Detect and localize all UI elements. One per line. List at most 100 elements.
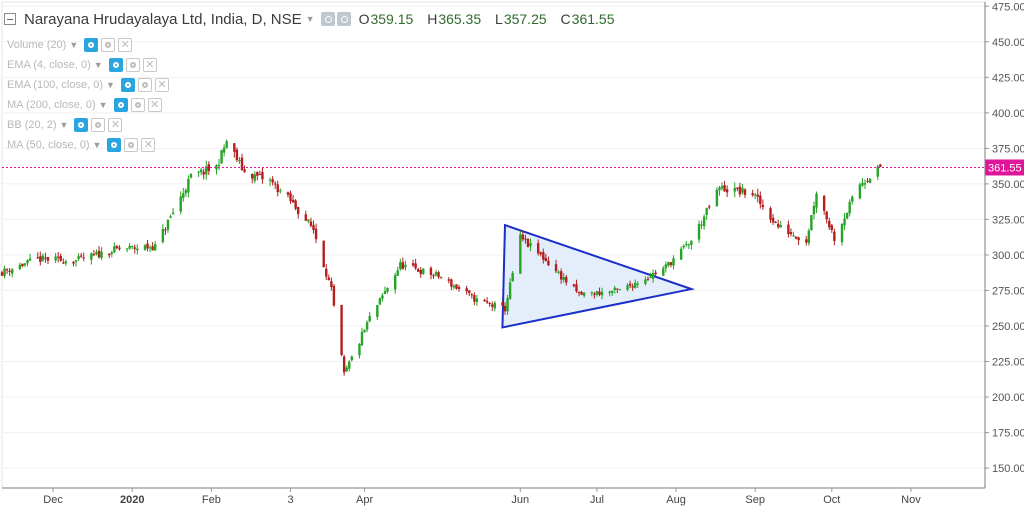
candle	[21, 263, 24, 268]
candle	[113, 242, 116, 254]
candle-body	[863, 183, 867, 185]
candle-body	[720, 186, 724, 189]
candle-body	[414, 263, 417, 269]
indicator-row[interactable]: Volume (20) ▼ ✕	[7, 35, 172, 55]
candle	[715, 187, 719, 207]
chevron-down-icon[interactable]: ▼	[93, 60, 103, 70]
candle-body	[276, 184, 279, 193]
candle	[825, 210, 828, 224]
eye-icon[interactable]	[120, 78, 135, 92]
candle	[386, 287, 389, 294]
candle	[634, 279, 637, 289]
candle	[115, 244, 119, 250]
chevron-down-icon[interactable]: ▼	[305, 14, 315, 24]
candle	[23, 263, 27, 268]
candle-body	[125, 248, 129, 250]
candle-body	[79, 255, 83, 257]
candle	[792, 231, 795, 237]
candle	[153, 240, 157, 251]
candle	[868, 178, 872, 184]
candle	[92, 249, 96, 257]
candle-body	[205, 166, 208, 175]
gear-icon[interactable]	[336, 12, 351, 26]
x-tick-label: 2020	[120, 494, 144, 506]
candle-body	[291, 199, 295, 203]
y-tick-label: 300.00	[992, 250, 1024, 262]
collapse-icon[interactable]	[4, 13, 16, 25]
candle-body	[488, 303, 491, 305]
indicator-row[interactable]: MA (200, close, 0) ▼ ✕	[7, 95, 172, 115]
close-icon[interactable]: ✕	[147, 98, 162, 112]
indicator-label: MA (50, close, 0)	[7, 139, 90, 151]
candle-body	[756, 194, 759, 197]
gear-icon[interactable]	[101, 38, 116, 52]
candle	[542, 248, 545, 264]
candle	[861, 177, 864, 187]
chevron-down-icon[interactable]: ▼	[106, 80, 115, 90]
candle	[672, 255, 675, 270]
candle-body	[483, 299, 486, 302]
candle	[848, 199, 851, 217]
candle	[304, 210, 308, 221]
candle	[840, 223, 844, 246]
candle-body	[28, 258, 32, 261]
candle-body	[825, 211, 828, 220]
indicator-row[interactable]: BB (20, 2) ▼ ✕	[7, 115, 172, 135]
candle-body	[861, 182, 864, 186]
candle	[733, 182, 736, 198]
candle-body	[289, 193, 292, 202]
candle-body	[787, 224, 790, 235]
candle	[828, 217, 831, 231]
candle-body	[705, 208, 708, 215]
candle-body	[348, 361, 351, 369]
candle	[202, 168, 205, 180]
candle	[511, 270, 514, 282]
candle-body	[562, 277, 565, 280]
gear-icon[interactable]	[125, 58, 140, 72]
indicator-row[interactable]: MA (50, close, 0) ▼ ✕	[7, 135, 172, 155]
eye-icon[interactable]	[107, 138, 122, 152]
gear-icon[interactable]	[130, 98, 145, 112]
candle-body	[544, 258, 548, 261]
candle	[667, 261, 670, 268]
chevron-down-icon[interactable]: ▼	[98, 100, 108, 110]
candle	[468, 289, 471, 296]
candle-body	[383, 290, 387, 294]
candle-body	[64, 261, 68, 264]
eye-icon[interactable]	[84, 38, 99, 52]
close-icon[interactable]: ✕	[141, 138, 156, 152]
close-icon[interactable]: ✕	[154, 78, 169, 92]
candle-body	[682, 245, 685, 248]
candle-body	[598, 291, 601, 295]
symbol-title: Narayana Hrudayalaya Ltd, India, D, NSE	[24, 10, 302, 28]
close-icon[interactable]: ✕	[118, 38, 133, 52]
candle	[483, 298, 486, 302]
candle-body	[256, 171, 259, 176]
gear-icon[interactable]	[124, 138, 139, 152]
eye-icon[interactable]	[320, 12, 335, 26]
candle	[273, 181, 277, 189]
eye-icon[interactable]	[74, 118, 89, 132]
gear-icon[interactable]	[91, 118, 106, 132]
chevron-down-icon[interactable]: ▼	[59, 120, 69, 130]
indicator-row[interactable]: EMA (100, close, 0) ▼ ✕	[7, 75, 172, 95]
close-icon[interactable]: ✕	[108, 118, 123, 132]
candle	[233, 143, 236, 158]
chevron-down-icon[interactable]: ▼	[69, 40, 79, 50]
close-icon[interactable]: ✕	[142, 58, 157, 72]
eye-icon[interactable]	[113, 98, 128, 112]
candle	[797, 236, 800, 246]
y-tick-label: 275.00	[992, 285, 1024, 297]
indicator-row[interactable]: EMA (4, close, 0) ▼ ✕	[7, 55, 172, 75]
chevron-down-icon[interactable]: ▼	[92, 140, 102, 150]
candle-body	[741, 187, 744, 193]
candle	[342, 354, 346, 376]
candle	[700, 220, 703, 230]
eye-icon[interactable]	[108, 58, 123, 72]
candle-body	[309, 221, 313, 226]
candle	[743, 188, 747, 199]
candle-body	[136, 248, 139, 251]
indicator-label: EMA (100, close, 0)	[7, 79, 103, 91]
gear-icon[interactable]	[137, 78, 152, 92]
